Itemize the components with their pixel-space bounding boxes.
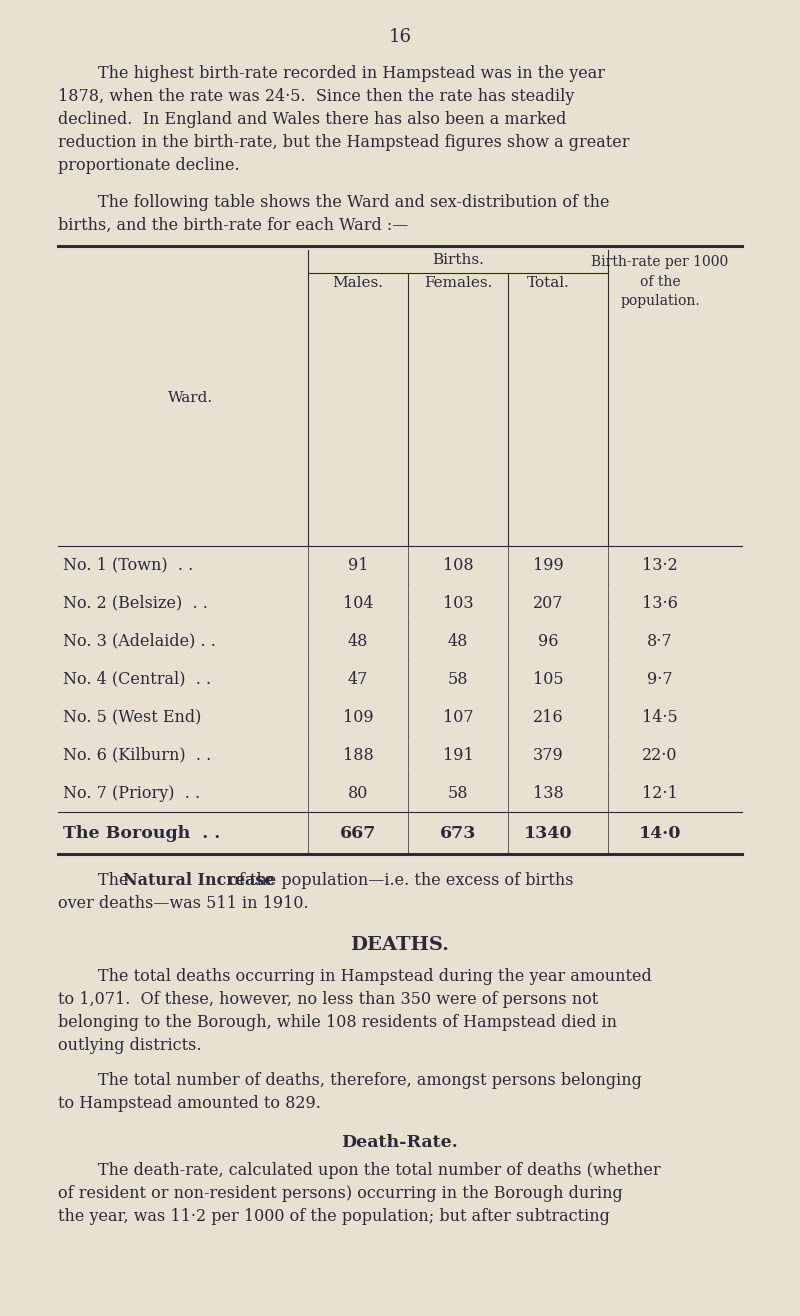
Text: 22·0: 22·0 (642, 746, 678, 763)
Text: 105: 105 (533, 670, 563, 687)
Text: 14·0: 14·0 (638, 825, 682, 841)
Text: No. 1 (Town)  . .: No. 1 (Town) . . (63, 557, 194, 574)
Text: 667: 667 (340, 825, 376, 841)
Text: 80: 80 (348, 784, 368, 801)
Text: Females.: Females. (424, 276, 492, 290)
Text: reduction in the birth-rate, but the Hampstead figures show a greater: reduction in the birth-rate, but the Ham… (58, 134, 630, 151)
Text: 96: 96 (538, 633, 558, 650)
Text: 14·5: 14·5 (642, 708, 678, 725)
Text: of resident or non-resident persons) occurring in the Borough during: of resident or non-resident persons) occ… (58, 1184, 622, 1202)
Text: Death-Rate.: Death-Rate. (342, 1134, 458, 1152)
Text: 1340: 1340 (524, 825, 572, 841)
Text: 9·7: 9·7 (647, 670, 673, 687)
Text: 104: 104 (342, 595, 374, 612)
Text: 8·7: 8·7 (647, 633, 673, 650)
Text: The total deaths occurring in Hampstead during the year amounted: The total deaths occurring in Hampstead … (98, 969, 652, 984)
Text: Natural Increase: Natural Increase (123, 873, 274, 890)
Text: No. 7 (Priory)  . .: No. 7 (Priory) . . (63, 784, 200, 801)
Text: Males.: Males. (333, 276, 383, 290)
Text: 12·1: 12·1 (642, 784, 678, 801)
Text: 13·6: 13·6 (642, 595, 678, 612)
Text: No. 4 (Central)  . .: No. 4 (Central) . . (63, 670, 211, 687)
Text: The following table shows the Ward and sex-distribution of the: The following table shows the Ward and s… (98, 193, 610, 211)
Text: 379: 379 (533, 746, 563, 763)
Text: Birth-rate per 1000
of the
population.: Birth-rate per 1000 of the population. (591, 255, 729, 308)
Text: Ward.: Ward. (167, 391, 213, 405)
Text: 47: 47 (348, 670, 368, 687)
Text: The: The (98, 873, 134, 890)
Text: to Hampstead amounted to 829.: to Hampstead amounted to 829. (58, 1095, 321, 1112)
Text: births, and the birth-rate for each Ward :—: births, and the birth-rate for each Ward… (58, 217, 408, 234)
Text: to 1,071.  Of these, however, no less than 350 were of persons not: to 1,071. Of these, however, no less tha… (58, 991, 598, 1008)
Text: declined.  In England and Wales there has also been a marked: declined. In England and Wales there has… (58, 111, 566, 128)
Text: The total number of deaths, therefore, amongst persons belonging: The total number of deaths, therefore, a… (98, 1073, 642, 1090)
Text: outlying districts.: outlying districts. (58, 1037, 202, 1054)
Text: 13·2: 13·2 (642, 557, 678, 574)
Text: No. 2 (Belsize)  . .: No. 2 (Belsize) . . (63, 595, 208, 612)
Text: 107: 107 (442, 708, 474, 725)
Text: The death-rate, calculated upon the total number of deaths (whether: The death-rate, calculated upon the tota… (98, 1162, 661, 1179)
Text: No. 5 (West End): No. 5 (West End) (63, 708, 202, 725)
Text: over deaths—was 511 in 1910.: over deaths—was 511 in 1910. (58, 895, 309, 912)
Text: 48: 48 (348, 633, 368, 650)
Text: 1878, when the rate was 24·5.  Since then the rate has steadily: 1878, when the rate was 24·5. Since then… (58, 88, 574, 105)
Text: 199: 199 (533, 557, 563, 574)
Text: No. 6 (Kilburn)  . .: No. 6 (Kilburn) . . (63, 746, 211, 763)
Text: 58: 58 (448, 670, 468, 687)
Text: 16: 16 (389, 28, 411, 46)
Text: The highest birth-rate recorded in Hampstead was in the year: The highest birth-rate recorded in Hamps… (98, 64, 605, 82)
Text: 138: 138 (533, 784, 563, 801)
Text: 216: 216 (533, 708, 563, 725)
Text: 109: 109 (342, 708, 374, 725)
Text: 207: 207 (533, 595, 563, 612)
Text: 673: 673 (440, 825, 476, 841)
Text: the year, was 11·2 per 1000 of the population; but after subtracting: the year, was 11·2 per 1000 of the popul… (58, 1208, 610, 1225)
Text: 188: 188 (342, 746, 374, 763)
Text: 91: 91 (348, 557, 368, 574)
Text: 48: 48 (448, 633, 468, 650)
Text: of the population—i.e. the excess of births: of the population—i.e. the excess of bir… (224, 873, 574, 890)
Text: 108: 108 (442, 557, 474, 574)
Text: DEATHS.: DEATHS. (350, 936, 450, 954)
Text: belonging to the Borough, while 108 residents of Hampstead died in: belonging to the Borough, while 108 resi… (58, 1015, 617, 1030)
Text: Total.: Total. (526, 276, 570, 290)
Text: 103: 103 (442, 595, 474, 612)
Text: Births.: Births. (432, 253, 484, 267)
Text: proportionate decline.: proportionate decline. (58, 157, 240, 174)
Text: No. 3 (Adelaide) . .: No. 3 (Adelaide) . . (63, 633, 216, 650)
Text: The Borough  . .: The Borough . . (63, 825, 220, 841)
Text: 58: 58 (448, 784, 468, 801)
Text: 191: 191 (442, 746, 474, 763)
